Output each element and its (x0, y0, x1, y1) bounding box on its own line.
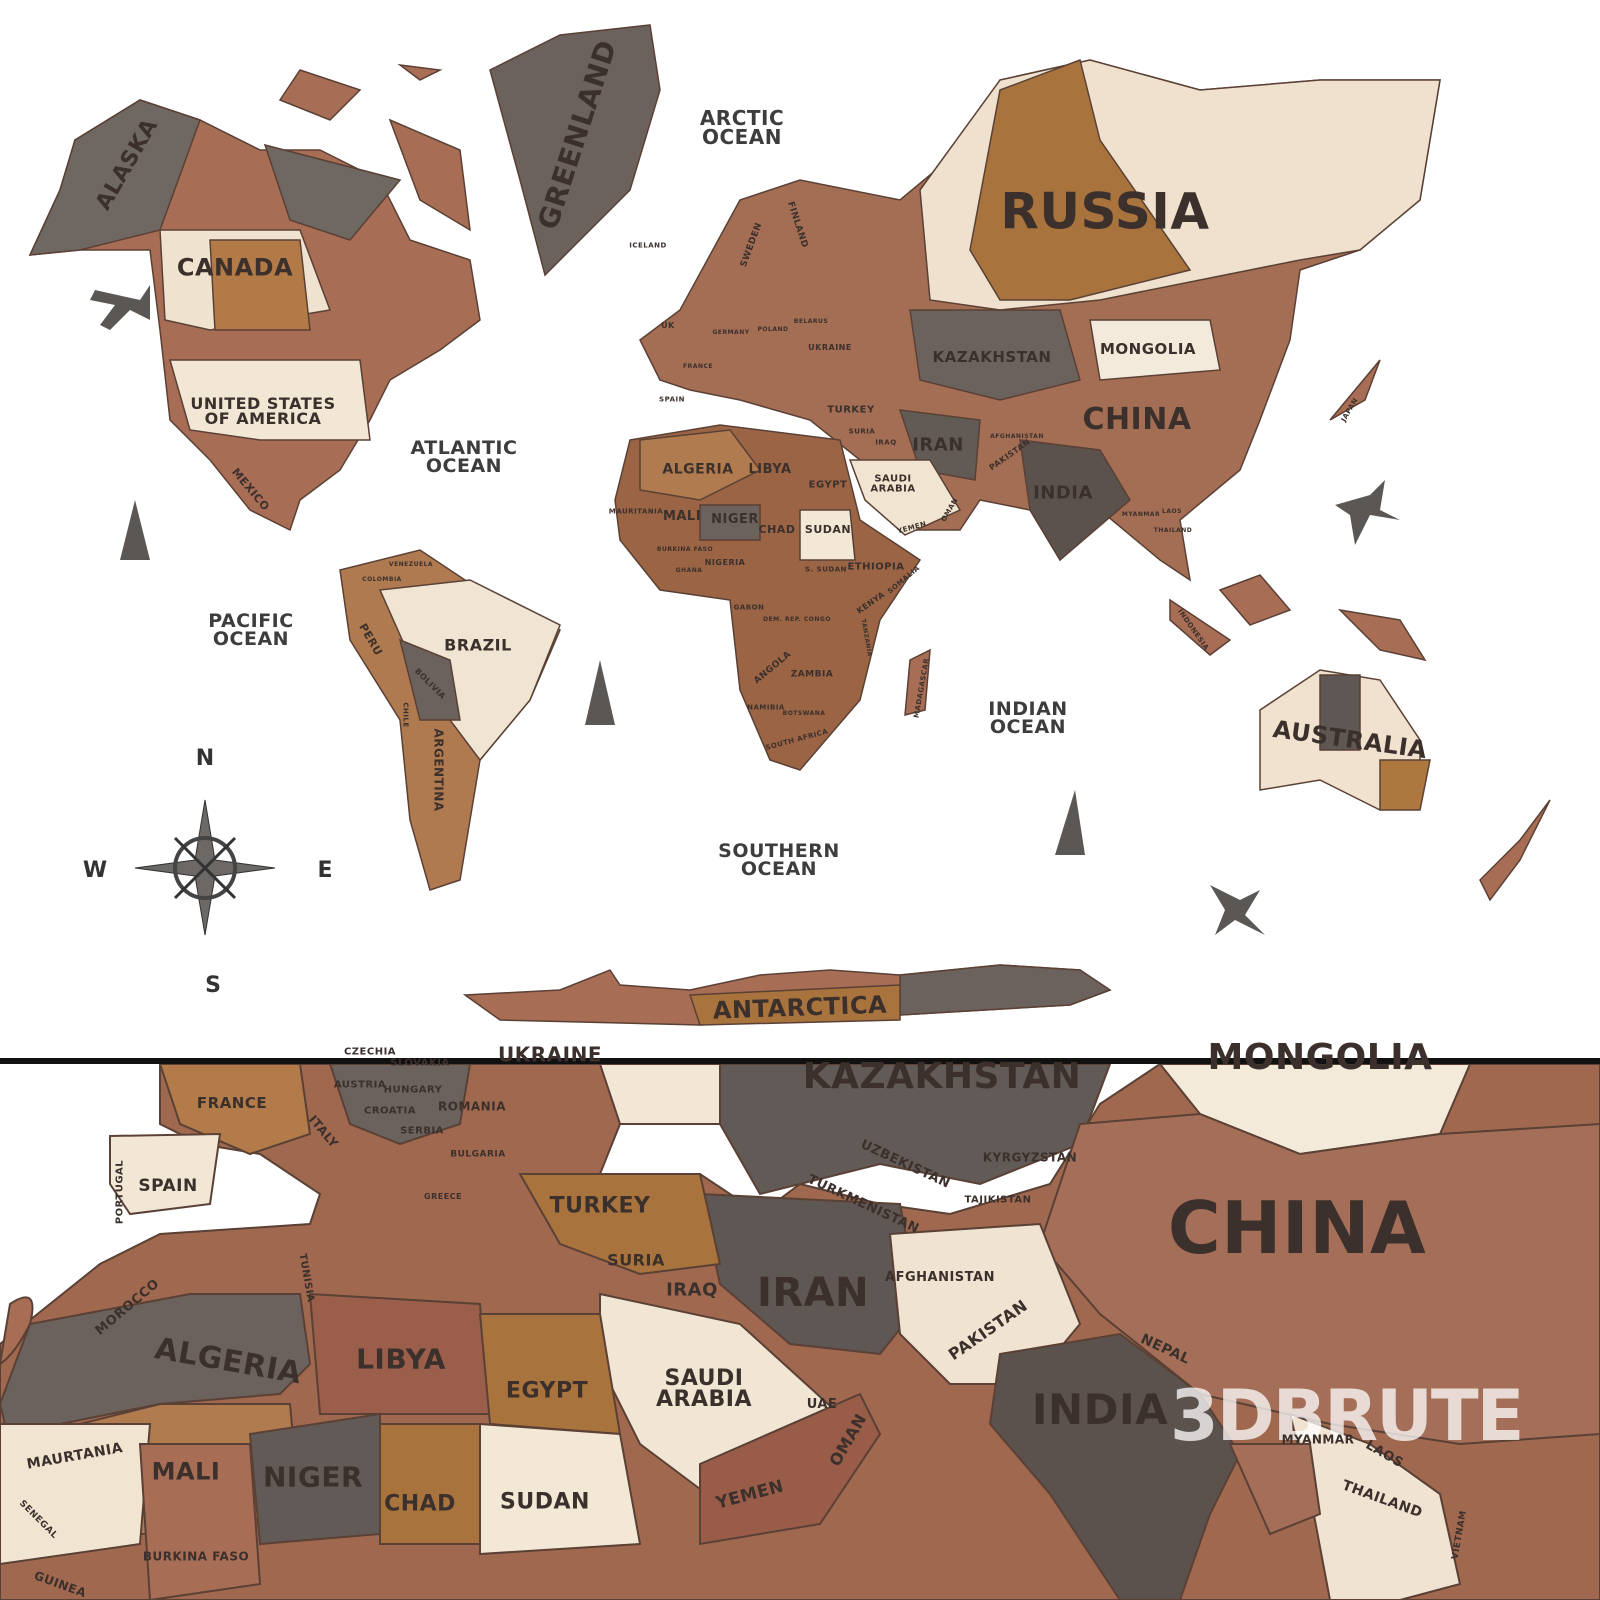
country-label: LIBYA (356, 1342, 446, 1376)
country-label: SERBIA (400, 1125, 444, 1137)
country-label: BURKINA FASO (656, 546, 714, 554)
country-label: CROATIA (363, 1105, 417, 1117)
country-label: MYANMAR (1121, 511, 1161, 519)
country-label: NIGER (262, 1460, 364, 1494)
country-label: GERMANY (712, 329, 750, 337)
country-label: UAE (806, 1396, 838, 1412)
country-label: CHILE (401, 702, 410, 728)
country-label: MALI (662, 508, 702, 524)
country-label: CHINA (1082, 401, 1192, 437)
compass-rose (134, 799, 276, 936)
country-label: GABON (733, 603, 765, 612)
country-label: SLOVAKIA (390, 1057, 450, 1069)
country-label: GREECE (424, 1192, 462, 1202)
country-label: HUNGARY (383, 1084, 443, 1096)
country-label: AFGHANISTAN (885, 1269, 995, 1285)
country-label: NIGERIA (704, 558, 746, 568)
country-label: TURKEY (549, 1193, 651, 1219)
country-label: BULGARIA (450, 1149, 506, 1160)
country-label: SAUDI ARABIA (656, 1366, 752, 1412)
ocean-label: INDIAN OCEAN (988, 697, 1068, 738)
country-label: SURIA (607, 1250, 665, 1270)
compass-label: W (83, 858, 107, 883)
country-label: ARGENTINA (431, 728, 446, 812)
country-label: IRAQ (875, 438, 897, 447)
country-label: ICELAND (629, 241, 667, 250)
country-label: CHAD (758, 522, 796, 536)
country-label: UKRAINE (808, 343, 852, 353)
country-label: MYANMAR (1281, 1432, 1355, 1447)
country-label: BOTSWANA (782, 710, 826, 718)
zoom-map (0, 1064, 1600, 1600)
watermark: 3DBRUTE (1170, 1375, 1524, 1457)
country-label: TAJIKISTAN (964, 1194, 1032, 1206)
country-label: EGYPT (808, 479, 848, 491)
country-label: FRANCE (196, 1093, 268, 1112)
country-label: VENEZUELA (388, 561, 434, 569)
country-label: AFGHANISTAN (990, 433, 1044, 441)
country-label: LIBYA (748, 461, 792, 477)
country-label: BURKINA FASO (142, 1549, 250, 1564)
country-label: SPAIN (659, 395, 685, 404)
country-label: CANADA (176, 253, 294, 282)
country-label: SUDAN (500, 1489, 590, 1515)
country-label: GHANA (675, 567, 703, 575)
decorations (90, 285, 1400, 935)
country-label: NAMIBIA (747, 703, 785, 712)
country-label: DEM. REP. CONGO (763, 616, 831, 624)
country-label: KYRGYZSTAN (982, 1150, 1078, 1165)
country-label: SURIA (848, 427, 876, 436)
country-label: UKRAINE (498, 1042, 602, 1067)
country-label: AUSTRIA (333, 1079, 387, 1091)
country-label: BELARUS (793, 318, 829, 326)
country-label: SAUDI ARABIA (870, 473, 916, 494)
compass-label: N (196, 746, 214, 771)
country-label: IRAQ (666, 1279, 718, 1301)
country-label: SUDAN (804, 522, 852, 536)
country-label: UK (661, 321, 675, 331)
country-label: THAILAND (1153, 527, 1193, 535)
country-label: RUSSIA (1000, 182, 1210, 241)
country-label: MALI (151, 1457, 221, 1486)
compass-label: S (205, 973, 221, 998)
country-label: ROMANIA (438, 1099, 506, 1114)
country-label: ANTARCTICA (712, 990, 888, 1025)
country-label: NIGER (711, 511, 759, 527)
country-label: PORTUGAL (114, 1159, 126, 1225)
country-label: MAURITANIA (608, 507, 664, 516)
country-label: KAZAKHSTAN (932, 347, 1052, 366)
country-label: ALGERIA (662, 461, 734, 478)
country-label: FRANCE (683, 363, 713, 371)
country-label: LAOS (1162, 508, 1182, 516)
country-label: CZECHIA (343, 1046, 397, 1058)
country-label: BRAZIL (444, 635, 512, 655)
country-label: INDIA (1031, 1385, 1169, 1435)
country-label: IRAN (912, 434, 964, 456)
country-label: S. SUDAN (805, 565, 847, 574)
country-label: MONGOLIA (1207, 1036, 1433, 1078)
ocean-label: SOUTHERN OCEAN (718, 839, 840, 880)
world-map: N W E S (28, 24, 1551, 1026)
country-label: CHAD (384, 1491, 456, 1517)
country-label: KAZAKHSTAN (802, 1055, 1082, 1097)
divider (0, 1058, 1600, 1064)
ocean-label: ATLANTIC OCEAN (410, 436, 518, 477)
country-label: INDIA (1033, 482, 1093, 504)
country-label: CHINA (1167, 1185, 1427, 1270)
country-label: IRAN (756, 1270, 870, 1316)
country-label: EGYPT (505, 1378, 589, 1404)
country-label: POLAND (757, 326, 789, 334)
country-label: COLOMBIA (362, 576, 402, 584)
country-label: ETHIOPIA (847, 561, 905, 573)
country-label: MONGOLIA (1099, 339, 1197, 358)
country-label: UNITED STATES OF AMERICA (190, 393, 336, 428)
country-label: SPAIN (138, 1175, 198, 1196)
country-label: ZAMBIA (790, 669, 834, 680)
ocean-label: ARCTIC OCEAN (699, 106, 785, 149)
compass-label: E (317, 858, 332, 883)
country-label: TURKEY (827, 404, 875, 416)
ocean-label: PACIFIC OCEAN (208, 609, 294, 650)
